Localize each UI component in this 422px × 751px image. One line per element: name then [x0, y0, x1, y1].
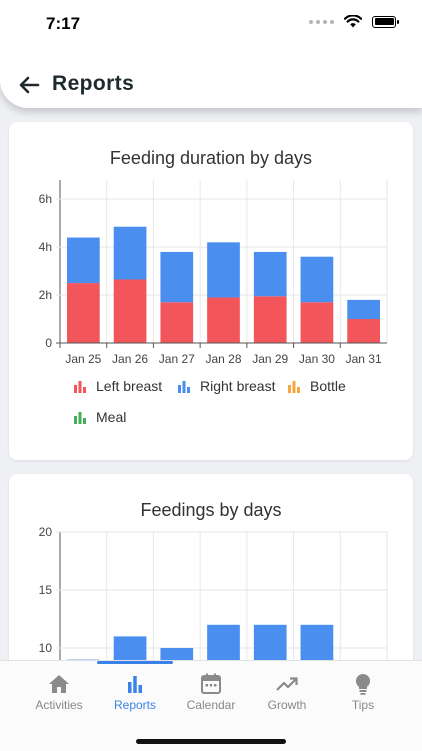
- app-header: 7:17 Reports: [0, 0, 422, 108]
- bar-right-breast: [160, 252, 193, 302]
- bar-right-breast: [301, 625, 334, 660]
- signal-dots-icon: [309, 20, 334, 24]
- y-tick-label: 10: [39, 641, 53, 655]
- nav-tab-growth[interactable]: Growth: [249, 673, 325, 712]
- legend-label: Right breast: [200, 378, 275, 394]
- x-tick-label: Jan 25: [65, 352, 101, 366]
- nav-label: Calendar: [187, 698, 236, 712]
- legend-bar-icon: [73, 410, 87, 424]
- x-tick-label: Jan 31: [346, 352, 382, 366]
- legend-label: Bottle: [310, 378, 346, 394]
- bar-left-breast: [160, 302, 193, 343]
- lightbulb-icon: [351, 673, 375, 695]
- legend-label: Meal: [96, 409, 126, 425]
- bar-right-breast: [160, 648, 193, 660]
- bar-right-breast: [67, 238, 100, 284]
- trending-up-icon: [275, 673, 299, 695]
- back-button[interactable]: [16, 71, 44, 99]
- legend-bar-icon: [177, 379, 191, 393]
- legend-bar-icon: [287, 379, 301, 393]
- y-tick-label: 2h: [39, 288, 52, 302]
- home-icon: [47, 673, 71, 695]
- bar-right-breast: [254, 625, 287, 660]
- status-time: 7:17: [46, 14, 80, 34]
- nav-tab-calendar[interactable]: Calendar: [173, 673, 249, 712]
- feeding-duration-chart: 0 2h 4h 6h Jan 25 Jan 26 Jan 27 Jan 28 Jan 29 Jan…: [9, 122, 413, 372]
- legend-item-meal[interactable]: Meal: [73, 409, 126, 425]
- calendar-icon: [199, 673, 223, 695]
- y-tick-label: 4h: [39, 240, 52, 254]
- nav-label: Reports: [114, 698, 156, 712]
- wifi-icon: [344, 15, 362, 28]
- y-tick-label: 6h: [39, 192, 52, 206]
- active-tab-indicator: [97, 661, 173, 664]
- home-indicator: [136, 739, 286, 744]
- legend-item-left-breast[interactable]: Left breast: [73, 378, 162, 394]
- nav-label: Tips: [352, 698, 374, 712]
- bar-left-breast: [67, 283, 100, 343]
- page-title: Reports: [52, 72, 134, 96]
- nav-label: Growth: [268, 698, 307, 712]
- y-tick-label: 20: [39, 525, 53, 539]
- bar-right-breast: [207, 242, 240, 297]
- bar-right-breast: [301, 257, 334, 303]
- status-icons: [309, 15, 396, 28]
- bar-left-breast: [301, 302, 334, 343]
- x-tick-label: Jan 26: [112, 352, 148, 366]
- legend-item-bottle[interactable]: Bottle: [287, 378, 346, 394]
- nav-tab-activities[interactable]: Activities: [21, 673, 97, 712]
- legend-item-right-breast[interactable]: Right breast: [177, 378, 275, 394]
- nav-tab-reports[interactable]: Reports: [97, 673, 173, 712]
- bar-right-breast: [254, 252, 287, 296]
- nav-label: Activities: [35, 698, 82, 712]
- bar-left-breast: [347, 319, 380, 343]
- x-tick-label: Jan 27: [159, 352, 195, 366]
- bar-right-breast: [207, 625, 240, 660]
- arrow-left-icon: [16, 71, 44, 99]
- bar-right-breast: [347, 300, 380, 319]
- x-tick-label: Jan 28: [205, 352, 241, 366]
- bar-right-breast: [114, 227, 147, 280]
- y-tick-label: 15: [39, 583, 53, 597]
- bar-left-breast: [207, 297, 240, 343]
- nav-tab-tips[interactable]: Tips: [325, 673, 401, 712]
- bar-left-breast: [254, 296, 287, 343]
- battery-icon: [372, 16, 396, 28]
- x-tick-label: Jan 29: [252, 352, 288, 366]
- legend-label: Left breast: [96, 378, 162, 394]
- legend-bar-icon: [73, 379, 87, 393]
- x-tick-label: Jan 30: [299, 352, 335, 366]
- bar-right-breast: [114, 636, 147, 660]
- bar-chart-icon: [123, 673, 147, 695]
- y-tick-label: 0: [45, 336, 52, 350]
- bar-left-breast: [114, 279, 147, 343]
- bottom-navigation: Activities Reports Calendar Growth Tips: [0, 660, 422, 751]
